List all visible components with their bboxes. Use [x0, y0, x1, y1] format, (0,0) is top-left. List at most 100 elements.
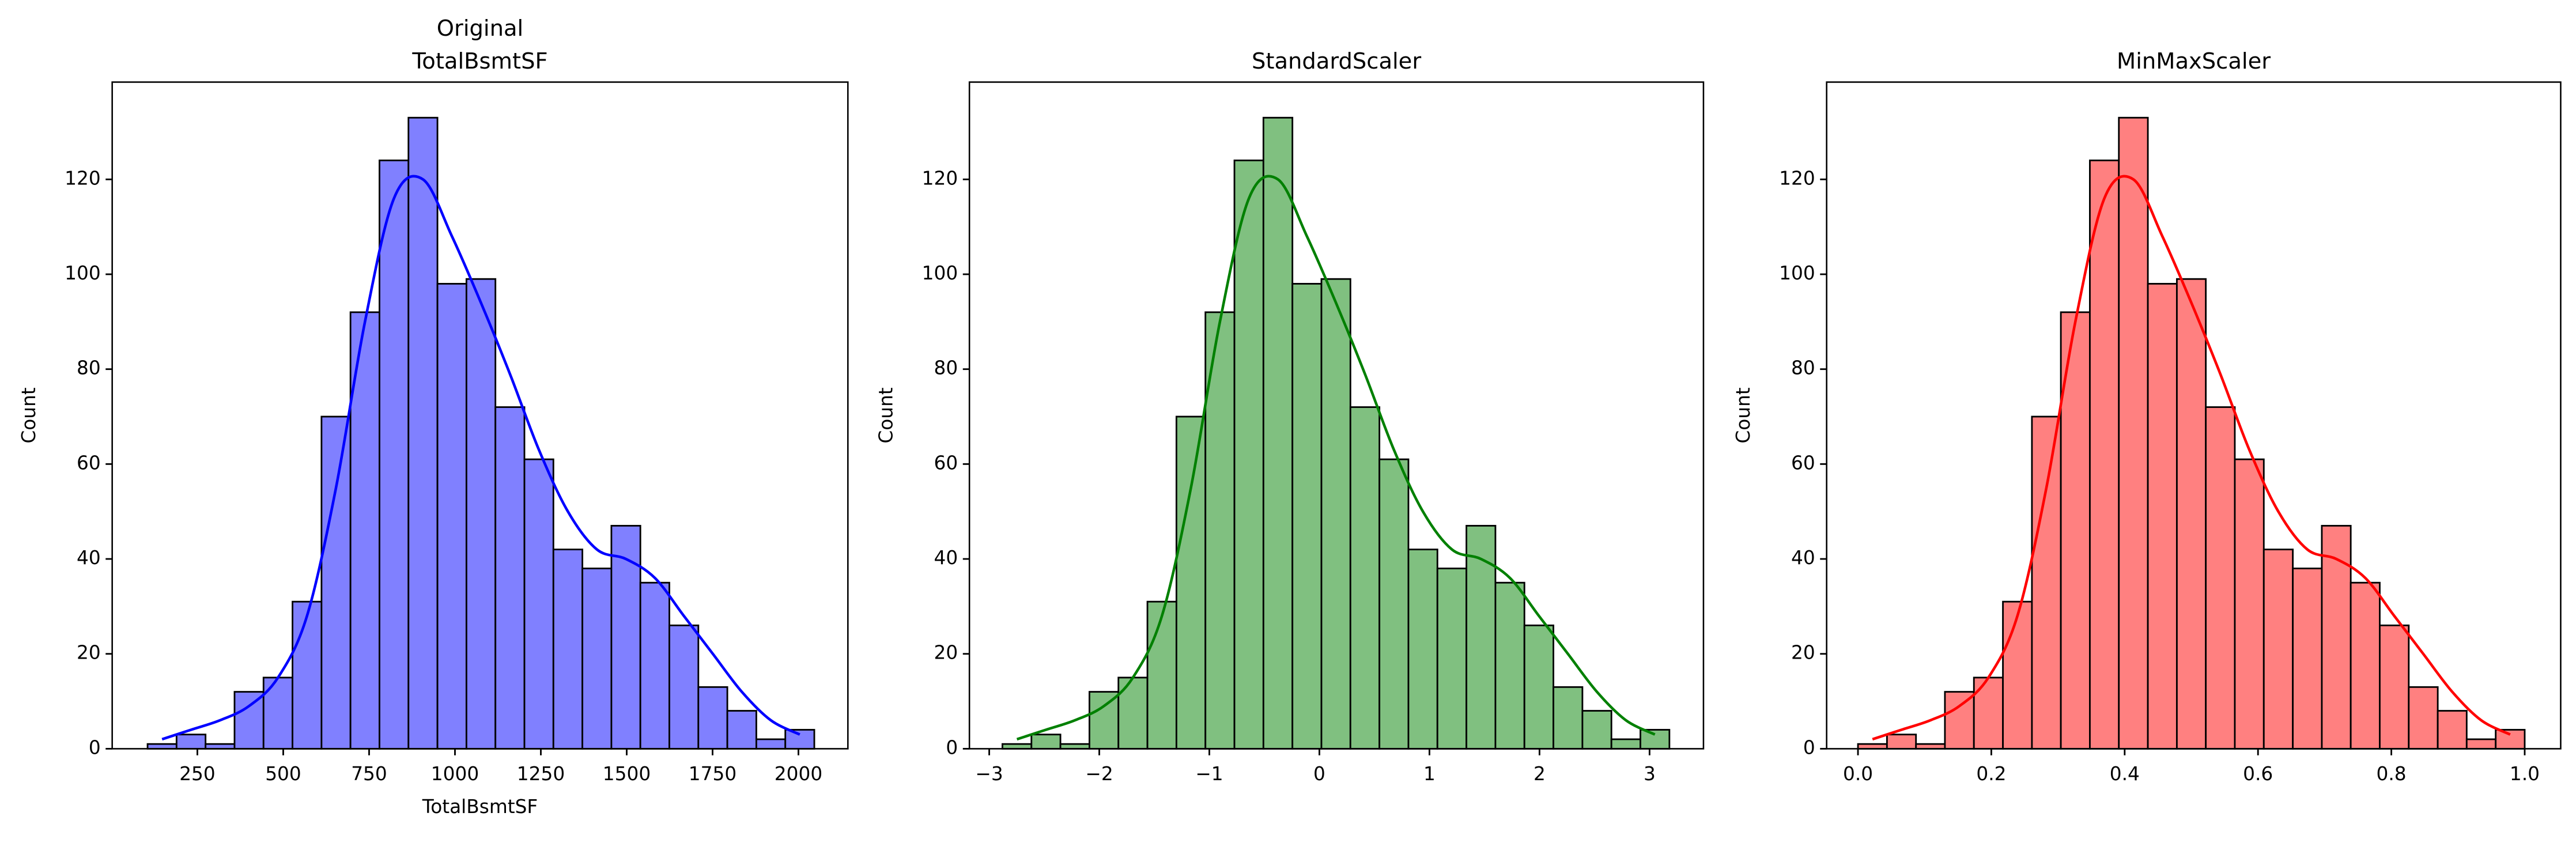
axes-frame: [111, 81, 849, 750]
x-tick-label: 1750: [689, 763, 736, 785]
y-tick-label: 0: [946, 736, 958, 758]
bar: [1030, 734, 1062, 750]
bar: [233, 691, 265, 750]
y-tick-label: 0: [1803, 736, 1815, 758]
bar: [2060, 311, 2091, 750]
y-tick-label: 40: [1791, 547, 1815, 569]
y-tick-label: 100: [1779, 262, 1815, 284]
bar: [1291, 283, 1323, 750]
bar: [2089, 159, 2120, 750]
bar: [1494, 581, 1525, 750]
y-tick-label: 60: [77, 452, 101, 474]
y-axis-label: Count: [1732, 387, 1754, 443]
bar: [2118, 116, 2149, 750]
x-tick-label: 1.0: [2510, 763, 2540, 785]
bar: [784, 729, 815, 750]
bar: [407, 116, 439, 750]
bar: [2175, 278, 2207, 750]
kde-line: [161, 175, 800, 741]
y-tick-label: 0: [89, 736, 101, 758]
bar: [1553, 686, 1584, 750]
y-tick-label: 100: [922, 262, 958, 284]
chart-title: Original: [437, 16, 523, 41]
bar: [465, 278, 497, 750]
y-tick-label: 40: [934, 547, 958, 569]
bar: [1407, 549, 1438, 750]
bar: [668, 624, 700, 750]
chart-title: MinMaxScaler: [2117, 48, 2271, 74]
bar: [2350, 581, 2381, 750]
y-tick-label: 60: [1791, 452, 1815, 474]
axes-frame: [968, 81, 1705, 750]
bar: [379, 159, 410, 750]
bar: [2408, 686, 2439, 750]
y-tick-label: 120: [1779, 167, 1815, 189]
x-tick-label: −1: [1195, 763, 1223, 785]
bar: [1349, 406, 1381, 750]
x-tick-label: 3: [1644, 763, 1656, 785]
bar: [436, 283, 467, 750]
x-tick-label: 0.8: [2377, 763, 2407, 785]
y-tick-label: 100: [65, 262, 101, 284]
x-axis-label: TotalBsmtSF: [422, 796, 538, 818]
x-tick-label: 1: [1423, 763, 1436, 785]
bar: [2263, 549, 2294, 750]
bar: [1640, 729, 1671, 750]
x-tick-label: 1250: [517, 763, 565, 785]
kde-line: [1016, 175, 1656, 741]
bar: [1944, 691, 1975, 750]
bar: [2031, 415, 2062, 750]
x-tick-label: 2000: [775, 763, 822, 785]
bar: [320, 415, 352, 750]
y-tick-label: 120: [65, 167, 101, 189]
bar: [639, 581, 670, 750]
x-tick-label: 0.0: [1843, 763, 1873, 785]
bar: [1610, 738, 1641, 750]
x-tick-label: 2: [1533, 763, 1546, 785]
x-tick-label: 1000: [431, 763, 479, 785]
bar: [1320, 278, 1351, 750]
bar: [1204, 311, 1236, 750]
bar: [1523, 624, 1554, 750]
bar: [1378, 458, 1410, 750]
bar: [1436, 568, 1468, 750]
x-tick-label: 0.4: [2110, 763, 2140, 785]
bar: [1262, 116, 1294, 750]
bar: [2292, 568, 2323, 750]
bar: [292, 600, 323, 750]
bar: [726, 710, 757, 750]
bar: [2465, 738, 2497, 750]
y-axis-label: Count: [18, 387, 40, 443]
bar: [1146, 600, 1177, 750]
bar: [523, 458, 554, 750]
x-tick-label: 0: [1313, 763, 1325, 785]
y-axis-label: Count: [875, 387, 897, 443]
bar: [1886, 734, 1917, 750]
bar: [1233, 159, 1264, 750]
bar: [2205, 406, 2236, 750]
bar: [175, 734, 207, 750]
x-tick-label: 1500: [603, 763, 651, 785]
kde-line: [1872, 175, 2511, 741]
y-tick-label: 40: [77, 547, 101, 569]
bar: [1581, 710, 1612, 750]
axes-frame: [1826, 81, 2562, 750]
y-tick-label: 80: [1791, 357, 1815, 379]
bar: [2002, 600, 2033, 750]
y-tick-label: 80: [77, 357, 101, 379]
x-tick-label: 250: [179, 763, 216, 785]
bar: [581, 568, 613, 750]
bar: [2495, 729, 2526, 750]
bar: [1117, 676, 1149, 750]
x-tick-label: −2: [1085, 763, 1113, 785]
chart-title: StandardScaler: [1252, 48, 1421, 74]
bar: [2147, 283, 2178, 750]
x-tick-label: 0.6: [2243, 763, 2273, 785]
bar: [552, 549, 584, 750]
x-tick-label: 0.2: [1976, 763, 2006, 785]
bar: [2234, 458, 2265, 750]
y-tick-label: 80: [934, 357, 958, 379]
x-tick-label: 750: [351, 763, 387, 785]
